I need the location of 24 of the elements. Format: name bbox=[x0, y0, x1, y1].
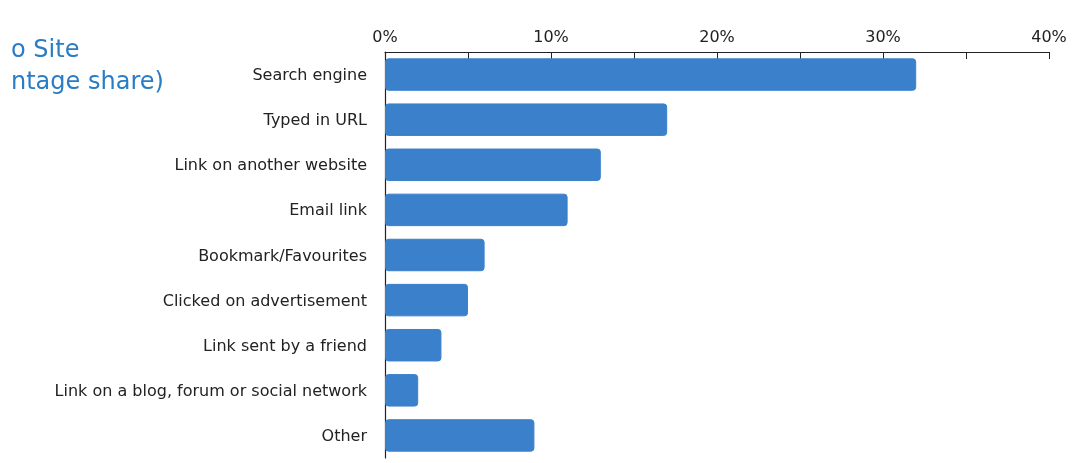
y-tick-label: Link on a blog, forum or social network bbox=[54, 380, 368, 400]
y-tick-label: Search engine bbox=[252, 65, 367, 85]
x-tick-label: 30% bbox=[865, 26, 901, 46]
bar bbox=[385, 419, 535, 452]
bar bbox=[385, 193, 568, 227]
bar bbox=[385, 328, 442, 362]
y-tick-label: Typed in URL bbox=[262, 110, 368, 130]
bar bbox=[385, 58, 917, 91]
text: o Site ntage share) bbox=[11, 35, 164, 95]
y-tick-label: Link sent by a friend bbox=[203, 335, 367, 355]
bar bbox=[385, 374, 419, 407]
x-tick-label: 10% bbox=[533, 26, 569, 46]
y-tick-label: Other bbox=[321, 425, 368, 445]
bar bbox=[385, 238, 485, 272]
bar bbox=[385, 283, 468, 317]
bar bbox=[385, 148, 601, 182]
x-tick-label: 0% bbox=[372, 26, 398, 46]
x-tick-label: 20% bbox=[699, 26, 735, 46]
bar bbox=[385, 103, 668, 136]
y-tick-label: Link on another website bbox=[174, 155, 367, 175]
x-tick-label: 40% bbox=[1031, 26, 1067, 46]
y-tick-label: Clicked on advertisement bbox=[162, 290, 367, 310]
y-tick-label: Email link bbox=[289, 200, 368, 220]
y-tick-label: Bookmark/Favourites bbox=[198, 245, 367, 265]
